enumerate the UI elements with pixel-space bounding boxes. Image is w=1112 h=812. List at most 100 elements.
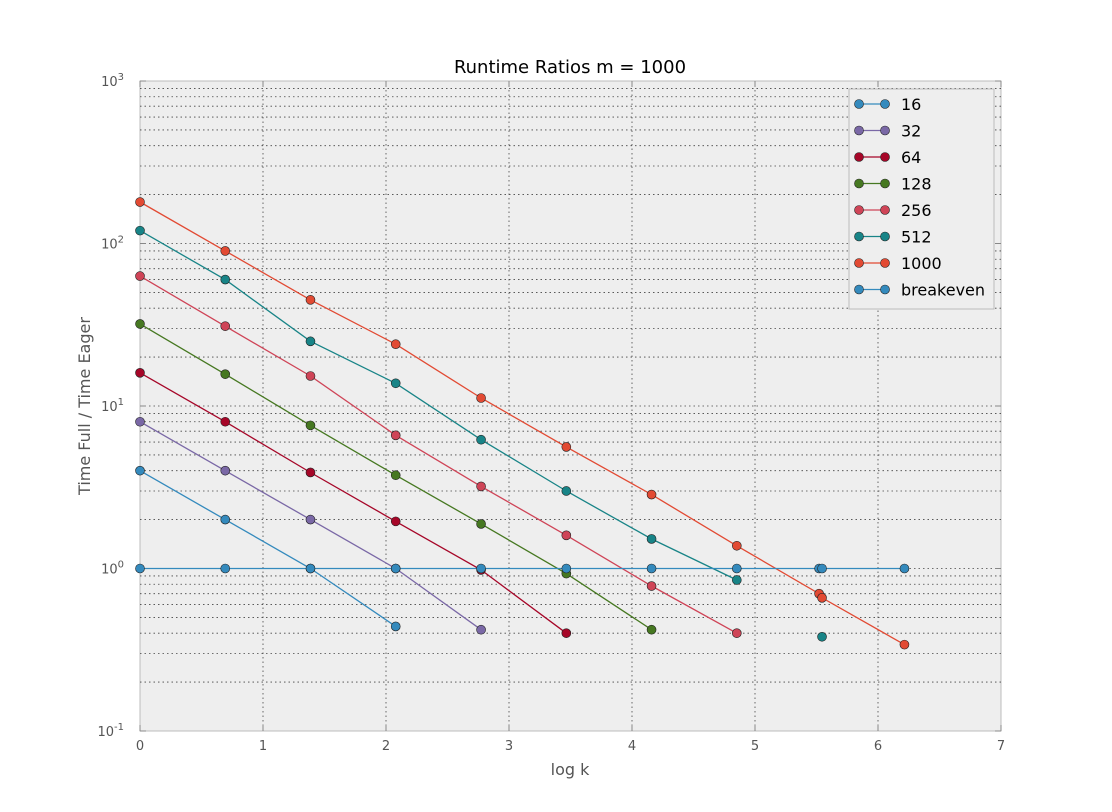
series-line-16	[139, 470, 397, 627]
y-tick-exponent: -1	[114, 722, 124, 733]
data-point-256	[476, 481, 486, 492]
data-point-256	[646, 581, 657, 591]
legend-entry-256: 256	[854, 201, 932, 220]
legend-entry-128: 128	[854, 175, 932, 194]
data-point-16	[390, 621, 401, 632]
data-point-256	[135, 271, 145, 281]
legend-marker	[854, 205, 864, 215]
data-point-1000	[899, 639, 910, 650]
data-point-breakeven	[135, 563, 145, 574]
legend-entry-32: 32	[854, 122, 921, 141]
series-512	[135, 225, 827, 642]
legend-marker	[854, 99, 864, 109]
data-point-512	[561, 486, 572, 496]
data-point-128	[305, 420, 316, 431]
y-tick-exponent: 0	[118, 560, 124, 571]
data-point-32	[305, 514, 316, 525]
legend-label: 64	[901, 148, 921, 167]
legend-marker	[880, 99, 890, 109]
data-point-256	[305, 371, 316, 381]
legend-marker	[854, 231, 864, 242]
legend-entry-1000: 1000	[854, 254, 942, 273]
x-tick-label: 5	[751, 739, 759, 754]
legend-label: 128	[901, 175, 932, 194]
legend-label: 32	[901, 122, 921, 141]
data-point-256	[561, 530, 572, 541]
x-tick-label: 6	[874, 739, 882, 754]
series-line-512	[139, 230, 738, 581]
data-point-128	[135, 319, 145, 329]
data-point-128	[476, 519, 486, 529]
data-point-1000	[220, 246, 231, 256]
y-tick-base: 10	[101, 238, 118, 253]
data-point-breakeven	[476, 563, 486, 574]
data-point-breakeven	[390, 563, 401, 574]
data-point-256	[220, 321, 231, 331]
legend-entry-64: 64	[854, 148, 921, 167]
legend-marker	[854, 125, 864, 136]
y-tick-base: 10	[101, 563, 118, 578]
legend-marker	[880, 178, 890, 189]
legend-marker	[880, 125, 890, 136]
legend-marker	[880, 258, 890, 268]
data-point-512	[817, 631, 827, 642]
data-point-1000	[817, 593, 827, 603]
legend-marker	[880, 231, 890, 242]
data-point-16	[135, 465, 145, 476]
x-tick-label: 2	[382, 739, 390, 754]
data-point-1000	[561, 442, 572, 452]
legend-marker	[880, 284, 890, 295]
y-tick-label: 100	[101, 560, 124, 578]
data-point-1000	[305, 295, 316, 305]
data-point-32	[220, 465, 231, 476]
series-line-64	[139, 372, 567, 634]
data-point-1000	[476, 393, 486, 403]
x-tick-label: 7	[997, 739, 1005, 754]
legend-entry-16: 16	[854, 95, 921, 114]
y-tick-label: 101	[101, 397, 124, 415]
legend-label: 512	[901, 228, 932, 247]
legend-label: 1000	[901, 254, 942, 273]
x-tick-label: 3	[505, 739, 513, 754]
data-point-breakeven	[646, 563, 657, 574]
series-layer	[135, 197, 910, 650]
y-tick-exponent: 1	[118, 397, 124, 408]
y-axis-label: Time Full / Time Eager	[75, 317, 94, 496]
data-point-breakeven	[305, 563, 316, 574]
y-tick-exponent: 2	[118, 235, 124, 246]
legend-marker	[854, 152, 864, 162]
y-tick-exponent: 3	[118, 72, 124, 83]
legend-marker	[854, 258, 864, 268]
data-point-64	[561, 628, 572, 638]
data-point-64	[390, 516, 401, 527]
series-128	[135, 319, 657, 635]
data-point-32	[476, 624, 486, 635]
data-point-512	[476, 434, 486, 445]
x-tick-label: 0	[136, 739, 144, 754]
data-point-128	[220, 369, 231, 379]
series-1000	[135, 197, 910, 650]
data-point-128	[646, 624, 657, 635]
data-point-breakeven	[220, 563, 231, 574]
data-point-breakeven	[731, 563, 742, 574]
data-point-512	[305, 336, 316, 347]
x-tick-label: 4	[628, 739, 636, 754]
data-point-256	[731, 628, 742, 638]
legend-marker	[880, 152, 890, 162]
y-tick-label: 103	[101, 72, 124, 90]
legend-marker	[880, 205, 890, 215]
y-tick-base: 10	[101, 75, 118, 90]
chart-title: Runtime Ratios m = 1000	[454, 57, 686, 78]
data-point-1000	[731, 540, 742, 551]
data-point-128	[390, 470, 401, 481]
data-point-512	[731, 575, 742, 585]
data-point-256	[390, 430, 401, 441]
data-point-16	[220, 514, 231, 525]
legend-marker	[854, 284, 864, 295]
x-axis-label: log k	[551, 760, 590, 779]
legend-label: 16	[901, 95, 921, 114]
legend-marker	[854, 178, 864, 189]
legend-label: breakeven	[901, 281, 985, 300]
